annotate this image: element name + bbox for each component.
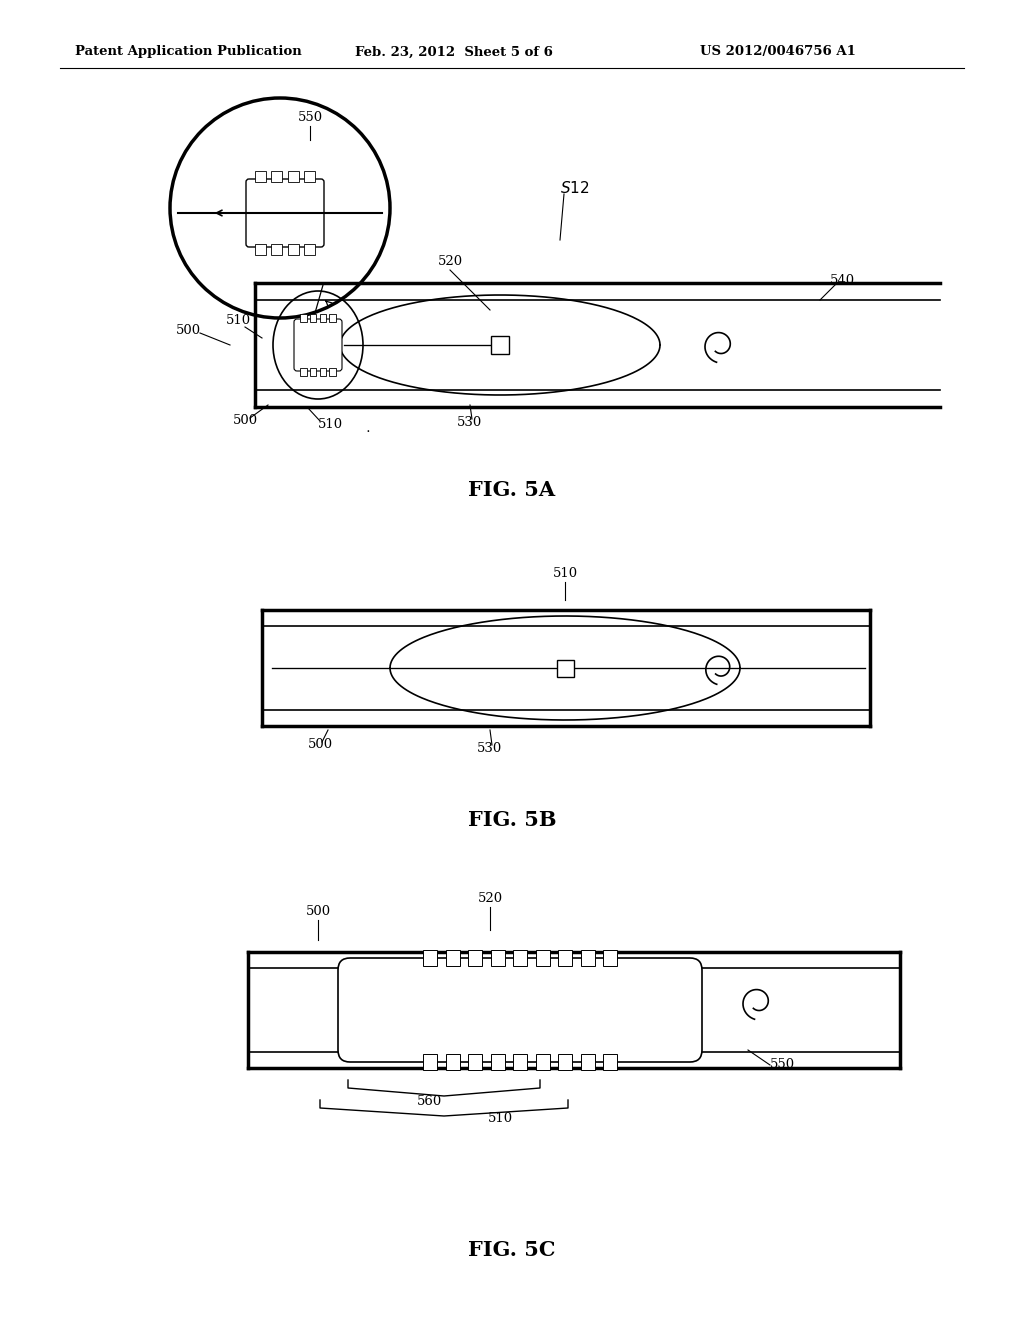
Bar xyxy=(513,1053,527,1071)
Bar xyxy=(330,368,336,376)
Text: 520: 520 xyxy=(477,892,503,906)
Text: 550: 550 xyxy=(770,1059,795,1072)
Bar xyxy=(445,1053,460,1071)
Bar xyxy=(300,368,307,376)
Bar xyxy=(490,1053,505,1071)
Bar xyxy=(304,170,315,182)
Text: Patent Application Publication: Patent Application Publication xyxy=(75,45,302,58)
Text: 500: 500 xyxy=(305,906,331,917)
Bar xyxy=(603,1053,617,1071)
Bar xyxy=(310,368,316,376)
Bar xyxy=(513,950,527,966)
Text: 550: 550 xyxy=(297,111,323,124)
Bar xyxy=(288,244,299,255)
Bar xyxy=(255,170,265,182)
FancyBboxPatch shape xyxy=(294,319,342,371)
Bar xyxy=(468,1053,482,1071)
Text: .: . xyxy=(362,421,371,434)
Bar xyxy=(556,660,573,676)
Bar xyxy=(310,314,316,322)
Text: FIG. 5A: FIG. 5A xyxy=(468,480,556,500)
Bar xyxy=(536,1053,550,1071)
Bar xyxy=(581,950,595,966)
Bar xyxy=(319,314,326,322)
Bar xyxy=(423,1053,437,1071)
FancyBboxPatch shape xyxy=(246,180,324,247)
Text: FIG. 5B: FIG. 5B xyxy=(468,810,556,830)
Text: 520: 520 xyxy=(437,255,463,268)
Text: 540: 540 xyxy=(830,273,855,286)
Bar xyxy=(558,1053,572,1071)
Bar xyxy=(536,950,550,966)
Bar xyxy=(445,950,460,966)
Bar xyxy=(468,950,482,966)
Text: US 2012/0046756 A1: US 2012/0046756 A1 xyxy=(700,45,856,58)
Bar xyxy=(581,1053,595,1071)
Text: Feb. 23, 2012  Sheet 5 of 6: Feb. 23, 2012 Sheet 5 of 6 xyxy=(355,45,553,58)
Bar xyxy=(288,170,299,182)
Bar xyxy=(255,244,265,255)
Bar xyxy=(490,337,509,354)
Bar xyxy=(319,368,326,376)
Text: 500: 500 xyxy=(307,738,333,751)
Text: 530: 530 xyxy=(477,742,503,755)
Bar xyxy=(603,950,617,966)
Text: 500: 500 xyxy=(175,323,201,337)
Bar xyxy=(300,314,307,322)
Text: 510: 510 xyxy=(318,417,343,430)
Text: 510: 510 xyxy=(552,568,578,579)
Text: 510: 510 xyxy=(487,1111,513,1125)
Bar xyxy=(330,314,336,322)
Text: 560: 560 xyxy=(418,1096,442,1107)
Bar xyxy=(423,950,437,966)
Bar xyxy=(271,244,283,255)
Text: 500: 500 xyxy=(232,413,258,426)
Text: $S12$: $S12$ xyxy=(560,180,590,195)
Bar xyxy=(490,950,505,966)
Bar xyxy=(304,244,315,255)
Bar xyxy=(558,950,572,966)
FancyBboxPatch shape xyxy=(338,958,702,1063)
Text: 510: 510 xyxy=(225,314,251,326)
Text: FIG. 5C: FIG. 5C xyxy=(468,1239,556,1261)
Text: 530: 530 xyxy=(458,416,482,429)
Bar xyxy=(271,170,283,182)
